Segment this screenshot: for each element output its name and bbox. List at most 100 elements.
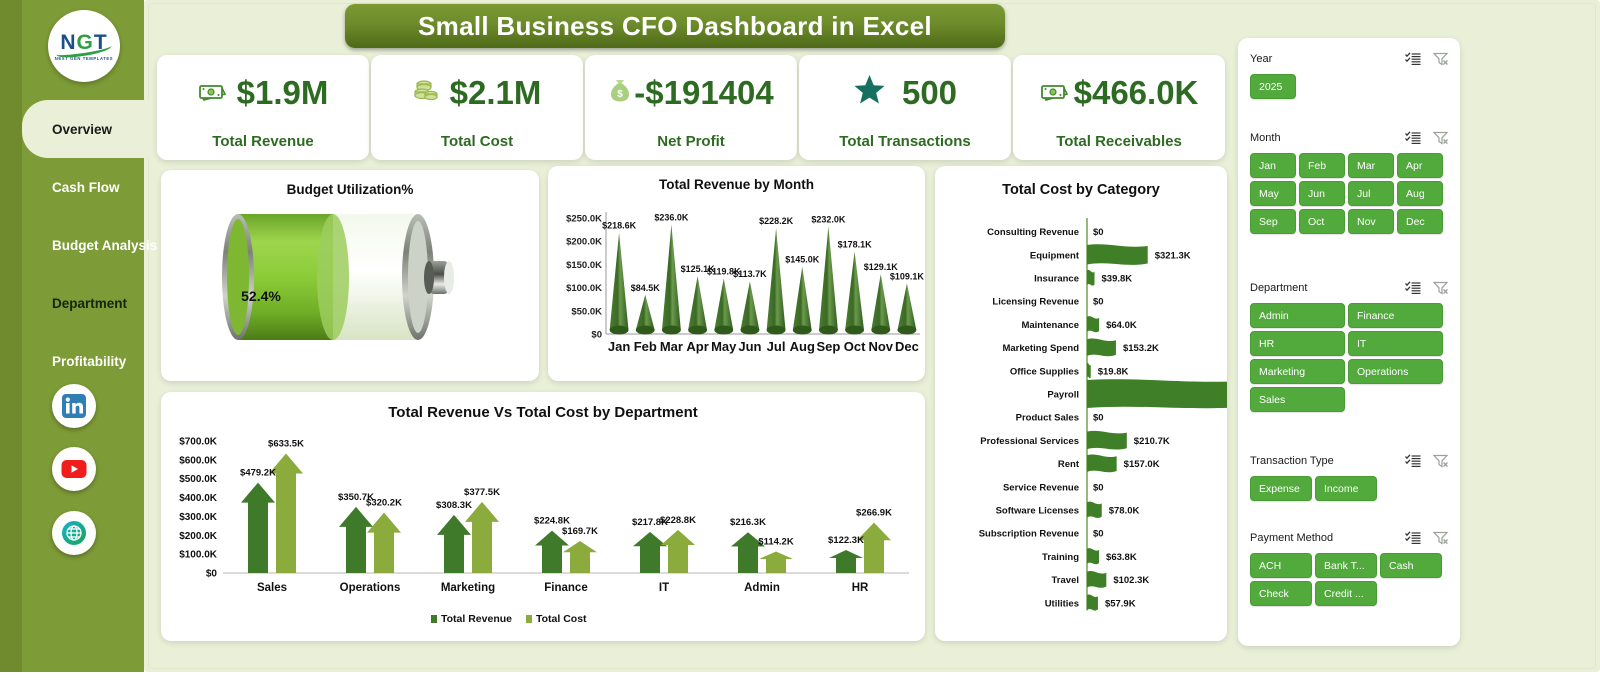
- chart-label: Consulting Revenue: [987, 227, 1079, 238]
- kpi-label: Total Transactions: [839, 133, 971, 150]
- bar-group-it: [633, 529, 695, 573]
- clear-filter-icon[interactable]: [1432, 454, 1449, 468]
- slicer-item-jan[interactable]: Jan: [1250, 153, 1296, 178]
- slicer-item-hr[interactable]: HR: [1250, 331, 1345, 356]
- chart-label: $100.0K: [179, 550, 218, 561]
- multi-select-icon[interactable]: [1405, 131, 1421, 145]
- chart-label: $210.7K: [1134, 436, 1170, 447]
- slicer-item-dec[interactable]: Dec: [1397, 209, 1443, 234]
- chart-label: $217.8K: [632, 517, 668, 528]
- chart-label: Jul: [767, 339, 786, 354]
- slicer-item-jun[interactable]: Jun: [1299, 181, 1345, 206]
- sidebar-item-cash-flow[interactable]: Cash Flow: [22, 158, 144, 216]
- slicer-item-sales[interactable]: Sales: [1250, 387, 1345, 412]
- slicer-item-finance[interactable]: Finance: [1348, 303, 1443, 328]
- slicer-item-nov[interactable]: Nov: [1348, 209, 1394, 234]
- slicer-item-credit[interactable]: Credit ...: [1315, 581, 1377, 606]
- slicer-item-2025[interactable]: 2025: [1250, 74, 1296, 99]
- kpi-card-total-cost[interactable]: $2.1M Total Cost: [371, 55, 583, 160]
- chart-label: HR: [852, 582, 869, 594]
- sidebar-item-department[interactable]: Department: [22, 274, 144, 332]
- slicer-item-sep[interactable]: Sep: [1250, 209, 1296, 234]
- chart-label: $122.3K: [828, 535, 864, 546]
- clear-filter-icon[interactable]: [1432, 281, 1449, 295]
- panel-title: Total Revenue Vs Total Cost by Departmen…: [388, 404, 698, 421]
- chart-label: $308.3K: [436, 500, 472, 511]
- slicer-item-apr[interactable]: Apr: [1397, 153, 1443, 178]
- bar-utilities: [1087, 594, 1098, 611]
- slicer-item-oct[interactable]: Oct: [1299, 209, 1345, 234]
- chart-label: $145.0K: [785, 255, 820, 265]
- slicer-item-ach[interactable]: ACH: [1250, 553, 1312, 578]
- chart-label: Travel: [1052, 575, 1079, 586]
- logo-tagline: NEXT GEN TEMPLATES: [54, 55, 114, 61]
- bar-training: [1087, 548, 1100, 565]
- sidebar-item-profitability[interactable]: Profitability: [22, 332, 144, 390]
- multi-select-icon[interactable]: [1405, 531, 1421, 545]
- slicer-item-mar[interactable]: Mar: [1348, 153, 1394, 178]
- clear-filter-icon[interactable]: [1432, 131, 1449, 145]
- linkedin-icon[interactable]: [52, 384, 96, 428]
- slicer-title: Year: [1250, 53, 1273, 65]
- clear-filter-icon[interactable]: [1432, 531, 1449, 545]
- slicer-item-expense[interactable]: Expense: [1250, 476, 1312, 501]
- filter-panel: Year 2025 Month: [1238, 38, 1460, 646]
- slicer-item-feb[interactable]: Feb: [1299, 153, 1345, 178]
- slicer-item-aug[interactable]: Aug: [1397, 181, 1443, 206]
- slicer-item-income[interactable]: Income: [1315, 476, 1377, 501]
- slicer-header-department: Department: [1250, 279, 1449, 297]
- bar-group-sales: [241, 453, 303, 573]
- chart-label: $125.1K: [681, 264, 716, 274]
- kpi-label: Total Revenue: [212, 133, 314, 150]
- multi-select-icon[interactable]: [1405, 52, 1421, 66]
- chart-label: $129.1K: [864, 262, 899, 272]
- chart-label: Payroll: [1047, 390, 1079, 401]
- cost-by-category-panel: Total Cost by Category Consulting Revenu…: [935, 166, 1227, 641]
- kpi-label: Net Profit: [657, 133, 725, 150]
- panel-title: Total Revenue by Month: [658, 177, 814, 192]
- bar-equipment: [1087, 244, 1148, 265]
- kpi-value: $2.1M: [449, 73, 542, 111]
- kpi-card-total-transactions[interactable]: 500 Total Transactions: [799, 55, 1011, 160]
- bar-software-licenses: [1087, 501, 1102, 518]
- multi-select-icon[interactable]: [1405, 454, 1421, 468]
- slicer-item-operations[interactable]: Operations: [1348, 359, 1443, 384]
- chart-label: $633.5K: [268, 439, 304, 450]
- sidebar-item-label: Cash Flow: [52, 179, 120, 195]
- slicer-item-cash[interactable]: Cash: [1380, 553, 1442, 578]
- sidebar-item-overview[interactable]: Overview: [22, 100, 150, 158]
- revenue-vs-cost-chart: $0 $100.0K $200.0K $300.0K $400.0K $500.0K $60…: [179, 437, 909, 625]
- bar-rent: [1087, 454, 1117, 473]
- chart-label: $64.0K: [1106, 320, 1137, 331]
- slicer-item-it[interactable]: IT: [1348, 331, 1443, 356]
- kpi-card-total-receivables[interactable]: $466.0K Total Receivables: [1013, 55, 1225, 160]
- chart-label: Feb: [634, 339, 657, 354]
- slicer-items-year: 2025: [1250, 74, 1446, 99]
- slicer-item-jul[interactable]: Jul: [1348, 181, 1394, 206]
- youtube-icon[interactable]: [52, 447, 96, 491]
- slicer-item-marketing[interactable]: Marketing: [1250, 359, 1345, 384]
- chart-label: Office Supplies: [1010, 366, 1079, 377]
- panel-title: Total Cost by Category: [1002, 182, 1160, 198]
- slicer-item-check[interactable]: Check: [1250, 581, 1312, 606]
- website-icon[interactable]: [52, 511, 96, 555]
- sidebar-item-budget-analysis[interactable]: Budget Analysis: [22, 216, 157, 274]
- bar-group-operations: [339, 506, 401, 573]
- bar-Sep: [818, 226, 838, 335]
- bar-marketing-spend: [1087, 338, 1116, 357]
- multi-select-icon[interactable]: [1405, 281, 1421, 295]
- clear-filter-icon[interactable]: [1432, 52, 1449, 66]
- slicer-item-bank-t[interactable]: Bank T...: [1315, 553, 1377, 578]
- slicer-item-may[interactable]: May: [1250, 181, 1296, 206]
- kpi-value: $1.9M: [236, 73, 329, 111]
- chart-label: $119.8K: [707, 266, 741, 276]
- bar-office-supplies: [1087, 362, 1091, 379]
- kpi-card-net-profit[interactable]: $ -$191404 Net Profit: [585, 55, 797, 160]
- kpi-card-total-revenue[interactable]: $1.9M Total Revenue: [157, 55, 369, 160]
- chart-label: IT: [659, 582, 669, 594]
- logo-text: NGT: [60, 30, 108, 54]
- brand-logo: NGT NEXT GEN TEMPLATES: [48, 10, 120, 82]
- chart-label: $84.5K: [631, 283, 661, 293]
- slicer-item-admin[interactable]: Admin: [1250, 303, 1345, 328]
- chart-label: $109.1K: [890, 271, 925, 281]
